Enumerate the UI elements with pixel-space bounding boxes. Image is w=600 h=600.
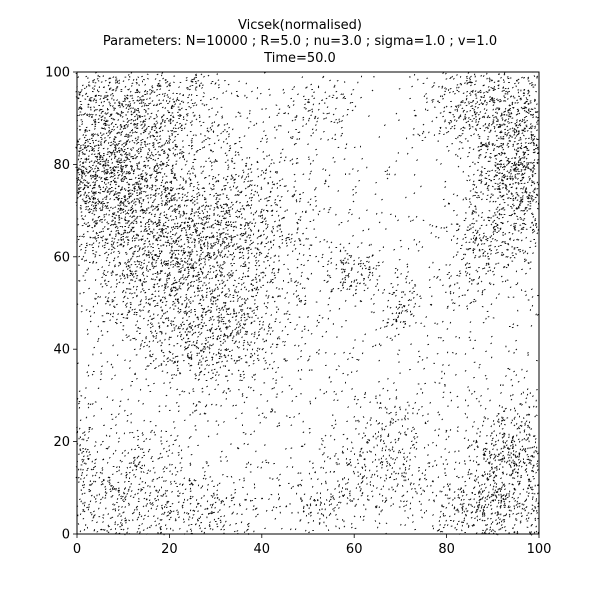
particle-cluster-13 (127, 73, 275, 535)
particle-cluster-15 (379, 272, 433, 346)
particle-cluster-12 (75, 71, 540, 536)
y-tick-label: 60 (53, 250, 70, 265)
particle-cluster-9 (79, 72, 539, 535)
particle-cluster-16 (268, 76, 362, 530)
y-tick-label: 40 (53, 343, 70, 358)
x-tick-label: 60 (346, 542, 363, 557)
particle-cluster-4 (92, 274, 333, 413)
particle-cluster-7 (421, 170, 537, 324)
particle-cluster-10 (286, 75, 467, 529)
particle-cluster-0 (75, 76, 540, 536)
plot-frame (76, 71, 540, 535)
particle-marks (75, 71, 540, 536)
y-tick-label: 20 (53, 435, 70, 450)
particle-cluster-14 (317, 229, 384, 325)
particle-cluster-6 (78, 72, 533, 535)
x-tick-label: 100 (527, 542, 552, 557)
y-tick-label: 0 (62, 528, 70, 543)
y-axis: 0 20 40 60 80 100 (45, 66, 77, 543)
particle-cluster-8 (76, 73, 540, 536)
x-tick-label: 20 (161, 542, 178, 557)
y-tick-label: 80 (53, 158, 70, 173)
particle-cluster-11 (271, 75, 362, 532)
particle-cluster-1 (76, 82, 539, 442)
chart-time: Time=50.0 (264, 51, 336, 66)
particle-cluster-2 (95, 82, 357, 371)
chart-parameters: Parameters: N=10000 ; R=5.0 ; nu=3.0 ; s… (102, 34, 498, 49)
particle-cluster-17 (76, 72, 539, 535)
y-tick-label: 100 (45, 66, 70, 81)
x-tick-label: 40 (254, 542, 271, 557)
x-tick-label: 0 (73, 542, 81, 557)
particle-cluster-5 (75, 75, 540, 535)
x-axis: 0 20 40 60 80 100 (73, 534, 552, 557)
x-tick-label: 80 (438, 542, 455, 557)
chart-title: Vicsek(normalised) (238, 18, 362, 33)
